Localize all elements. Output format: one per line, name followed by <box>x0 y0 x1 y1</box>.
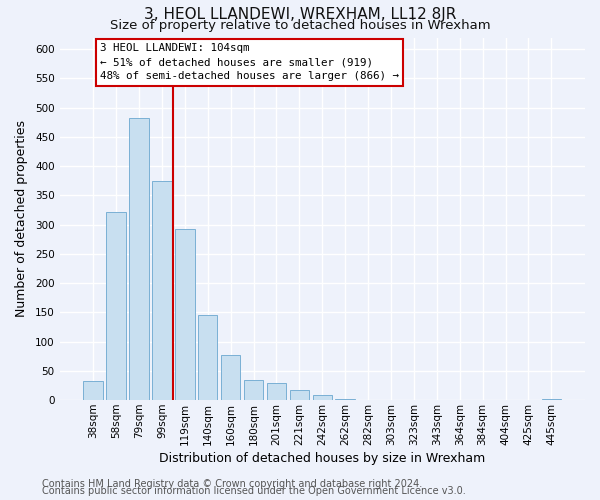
Bar <box>290 390 309 400</box>
Bar <box>83 382 103 400</box>
Bar <box>175 230 194 400</box>
Bar <box>106 212 126 400</box>
Bar <box>542 399 561 400</box>
Bar <box>313 396 332 400</box>
Bar <box>267 382 286 400</box>
Text: Size of property relative to detached houses in Wrexham: Size of property relative to detached ho… <box>110 18 490 32</box>
Bar <box>221 355 241 400</box>
Bar <box>152 181 172 400</box>
Text: 3 HEOL LLANDEWI: 104sqm
← 51% of detached houses are smaller (919)
48% of semi-d: 3 HEOL LLANDEWI: 104sqm ← 51% of detache… <box>100 44 399 82</box>
Text: Contains HM Land Registry data © Crown copyright and database right 2024.: Contains HM Land Registry data © Crown c… <box>42 479 422 489</box>
Bar <box>198 316 217 400</box>
Text: 3, HEOL LLANDEWI, WREXHAM, LL12 8JR: 3, HEOL LLANDEWI, WREXHAM, LL12 8JR <box>144 8 456 22</box>
Text: Contains public sector information licensed under the Open Government Licence v3: Contains public sector information licen… <box>42 486 466 496</box>
Bar <box>244 380 263 400</box>
Y-axis label: Number of detached properties: Number of detached properties <box>15 120 28 318</box>
Bar <box>335 399 355 400</box>
Bar <box>129 118 149 400</box>
X-axis label: Distribution of detached houses by size in Wrexham: Distribution of detached houses by size … <box>159 452 485 465</box>
